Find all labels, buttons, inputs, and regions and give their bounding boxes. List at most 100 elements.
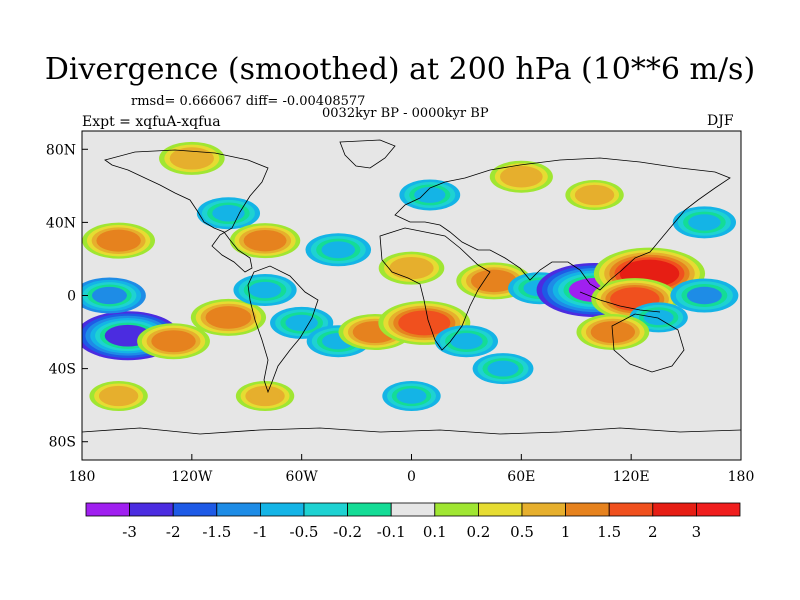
field-feature-1: [137, 323, 210, 360]
colorbar-swatch: [696, 502, 741, 517]
field-feature-20: [229, 223, 301, 259]
field-feature-27: [159, 141, 225, 175]
rmsd-diff-label: rmsd= 0.666067 diff= -0.00408577: [131, 94, 366, 109]
coastline-africa: [379, 227, 491, 351]
field-contour: [475, 271, 512, 290]
x-tick-label: 180: [69, 469, 96, 485]
colorbar-swatch: [608, 502, 654, 517]
chart-title: Divergence (smoothed) at 200 hPa (10**6 …: [44, 52, 756, 87]
field-feature-29: [472, 353, 534, 385]
field-feature-10: [456, 262, 532, 300]
colorbar-swatch: [172, 502, 218, 517]
colorbar-swatch: [652, 502, 697, 517]
field-contour: [210, 308, 247, 327]
y-tick-label: 80N: [46, 142, 76, 158]
x-tick-label: 120W: [171, 469, 213, 485]
y-tick-label: 40S: [49, 362, 76, 378]
field-feature-3: [82, 277, 146, 314]
colorbar-label: -2: [166, 523, 181, 541]
colorbar-swatch: [259, 502, 305, 517]
colorbar-label: 0.1: [423, 523, 447, 541]
field-feature-18: [82, 222, 156, 259]
y-tick-label: 0: [67, 289, 76, 305]
colorbar-label: 3: [692, 523, 702, 541]
field-feature-2: [190, 298, 267, 336]
colorbar-swatch: [390, 502, 436, 517]
field-contour: [101, 232, 137, 250]
colorbar-label: -1.5: [202, 523, 231, 541]
colorbar-label: 1: [561, 523, 571, 541]
field-contour: [394, 259, 429, 277]
y-tick-label: 40N: [46, 215, 76, 231]
colorbar-swatch: [565, 502, 610, 517]
field-feature-4: [233, 274, 297, 307]
field-contour: [175, 149, 209, 167]
field-feature-28: [89, 381, 148, 412]
colorbar-swatch: [216, 502, 261, 517]
coastline-south-america: [247, 265, 319, 394]
field-feature-13: [593, 247, 706, 300]
field-feature-30: [235, 381, 295, 412]
colorbar-label: 0.5: [510, 523, 534, 541]
field-contour: [248, 232, 282, 250]
period-label: 0032kyr BP - 0000kyr BP: [322, 106, 489, 121]
experiment-label: Expt = xqfuA-xqfua: [82, 114, 221, 130]
field-feature-17: [670, 278, 739, 313]
field-feature-23: [399, 179, 461, 211]
colorbar-label: -1: [253, 523, 268, 541]
coastline-antarctica: [82, 427, 741, 435]
colorbar-swatch: [477, 502, 523, 517]
coastline-eurasia: [394, 157, 731, 291]
colorbar-label: 0.2: [466, 523, 490, 541]
colorbar-swatch: [521, 502, 566, 517]
field-feature-31: [382, 381, 441, 412]
x-tick-label: 0: [407, 469, 416, 485]
field-feature-9: [434, 325, 499, 358]
field-contour: [212, 205, 245, 222]
colorbar-swatch: [129, 502, 174, 517]
colorbar-label: -0.2: [333, 523, 362, 541]
coastline-indonesia: [579, 291, 661, 313]
x-tick-label: 180: [728, 469, 755, 485]
field-contour: [579, 187, 610, 203]
coastline-greenland: [339, 139, 396, 169]
field-contour: [285, 314, 318, 332]
field-feature-5: [270, 306, 334, 339]
field-contour: [414, 187, 446, 203]
divergence-field: [82, 131, 741, 460]
field-feature-21: [305, 233, 372, 267]
field-contour: [643, 309, 674, 326]
field-contour: [505, 168, 538, 185]
map-axes: 180 120W 60W 0 60E 120E 180 80N 40N 0 40S 80S: [46, 142, 754, 485]
field-contour: [614, 289, 655, 309]
x-tick-label: 60W: [286, 469, 319, 485]
colorbar-label: -3: [122, 523, 137, 541]
colorbar-swatch: [85, 502, 130, 517]
field-contour: [91, 286, 127, 305]
x-tick-label: 60E: [507, 469, 535, 485]
field-contour: [321, 241, 356, 259]
field-feature-19: [196, 197, 261, 230]
field-contour: [487, 360, 519, 377]
field-feature-25: [565, 179, 624, 210]
field-feature-24: [489, 160, 553, 193]
colorbar-swatch: [434, 502, 479, 517]
field-feature-22: [378, 251, 445, 285]
field-contour: [248, 281, 282, 299]
field-feature-26: [672, 206, 736, 239]
colorbar-label: -0.5: [290, 523, 319, 541]
field-contour: [688, 214, 721, 231]
colorbar-swatch: [303, 502, 348, 517]
colorbar-label: -0.1: [377, 523, 406, 541]
coastline-north-america: [104, 149, 269, 273]
y-tick-label: 80S: [49, 435, 76, 451]
field-contour: [396, 388, 427, 404]
field-contour: [403, 312, 446, 333]
field-contour: [450, 332, 483, 350]
field-contour: [250, 388, 281, 404]
season-label: DJF: [707, 113, 734, 129]
colorbar-label: 1.5: [597, 523, 621, 541]
coastline-australia: [611, 313, 685, 373]
colorbar: -3 -2 -1.5 -1 -0.5 -0.2 -0.1 0.1 0.2 0.5 1 1.5 2 3: [85, 502, 741, 541]
